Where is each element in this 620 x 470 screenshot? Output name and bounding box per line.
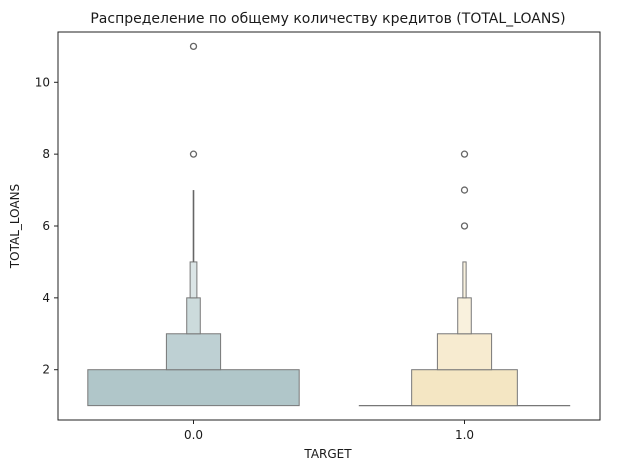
- boxen-box: [189, 261, 198, 299]
- y-tick-label: 6: [42, 219, 50, 233]
- series-1.0: [358, 150, 571, 407]
- y-axis-label: TOTAL_LOANS: [8, 184, 22, 269]
- x-axis-label: TARGET: [303, 447, 352, 461]
- outlier-point: [460, 150, 469, 158]
- outlier-point: [460, 222, 469, 230]
- y-tick-label: 4: [42, 291, 50, 305]
- series-0.0: [87, 42, 300, 407]
- plot-frame: [57, 31, 601, 421]
- y-tick-label: 8: [42, 147, 50, 161]
- outlier-point: [460, 186, 469, 194]
- boxen-box: [462, 261, 467, 299]
- outlier-point: [189, 150, 198, 158]
- boxen-box: [411, 369, 518, 407]
- chart-title: Распределение по общему количеству креди…: [90, 11, 565, 27]
- boxen-box: [165, 333, 222, 371]
- boxen-box: [436, 333, 493, 371]
- boxes-layer: [87, 42, 571, 407]
- x-tick-label: 1.0: [455, 428, 474, 442]
- x-tick-label: 0.0: [184, 428, 203, 442]
- y-tick-label: 2: [42, 363, 50, 377]
- y-axis: 2 4 6 8 10: [35, 75, 58, 377]
- boxen-box: [457, 297, 472, 335]
- boxen-box: [87, 369, 300, 407]
- x-axis: 0.0 1.0: [184, 420, 474, 442]
- outlier-point: [189, 42, 198, 51]
- boxen-box: [186, 297, 201, 335]
- y-tick-label: 10: [35, 75, 50, 89]
